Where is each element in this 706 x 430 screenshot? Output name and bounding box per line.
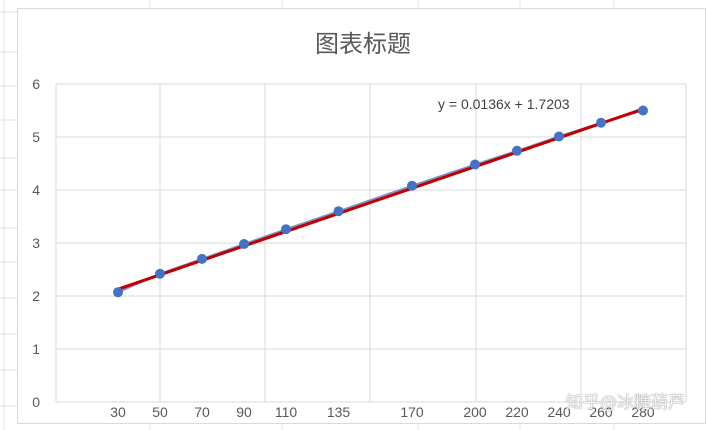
- y-tick-label: 3: [32, 235, 40, 251]
- data-point: [239, 239, 249, 250]
- y-tick-label: 0: [32, 394, 40, 410]
- x-tick-label: 90: [236, 404, 252, 420]
- data-point: [512, 145, 522, 156]
- data-point: [197, 253, 207, 264]
- data-point: [407, 180, 417, 191]
- chart-area[interactable]: [17, 8, 706, 424]
- x-tick-label: 30: [110, 404, 126, 420]
- y-tick-label: 5: [32, 129, 40, 145]
- data-point: [638, 105, 648, 116]
- y-tick-label: 1: [32, 341, 40, 357]
- data-point: [281, 224, 291, 235]
- y-tick-label: 2: [32, 288, 40, 304]
- x-tick-label: 70: [194, 404, 210, 420]
- x-tick-label: 50: [152, 404, 168, 420]
- x-tick-label: 260: [589, 404, 613, 420]
- data-point: [554, 131, 564, 142]
- watermark: 知乎@冰糖葫芦: [566, 393, 685, 413]
- data-point: [113, 287, 123, 298]
- trendline: [117, 107, 644, 291]
- x-tick-label: 110: [275, 404, 298, 420]
- data-point: [333, 206, 344, 217]
- y-tick-label: 4: [32, 182, 40, 198]
- data-point: [470, 159, 480, 170]
- x-tick-label: 170: [400, 404, 424, 420]
- series-line: [117, 109, 644, 294]
- y-tick-label: 6: [32, 76, 40, 92]
- x-tick-label: 135: [327, 404, 351, 420]
- data-point: [155, 268, 165, 279]
- x-tick-label: 240: [547, 404, 571, 420]
- trendline-equation[interactable]: y = 0.0136x + 1.7203: [438, 96, 570, 112]
- x-tick-label: 200: [463, 404, 487, 420]
- x-tick-label: 280: [631, 404, 655, 420]
- chart-title[interactable]: 图表标题: [315, 30, 411, 58]
- x-tick-label: 220: [505, 404, 529, 420]
- data-point: [596, 117, 606, 128]
